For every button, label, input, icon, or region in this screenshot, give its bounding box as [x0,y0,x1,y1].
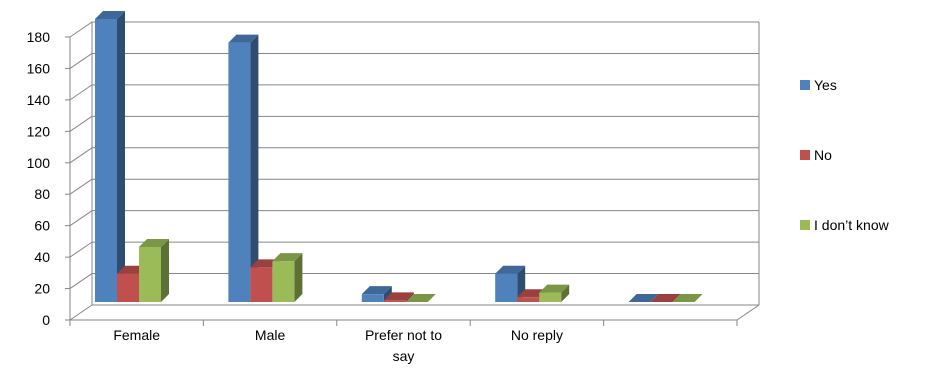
bar-front [250,267,273,302]
bar-front [383,300,406,302]
legend-swatch [800,80,810,90]
gridlines [69,21,760,321]
gridline-side [69,53,93,69]
legend-item: No [800,146,832,164]
y-tick-label: 80 [34,186,50,202]
bar-top [672,294,703,302]
gridline-side [69,178,93,195]
bar-side [250,34,259,302]
bar-no [650,294,681,302]
bar-side [117,11,125,302]
bar-front [495,273,518,302]
gridline-side [69,21,93,38]
gridline-side [69,84,93,101]
legend-label: I don’t know [814,217,889,233]
y-tick-label: 160 [27,60,51,76]
bar-yes [361,286,392,302]
bar-front [95,19,117,302]
bar-i-don-t-know [405,294,436,302]
bar-top [139,238,169,247]
y-tick-label: 120 [27,123,51,139]
axes [65,36,760,326]
y-tick-label: 40 [34,249,50,265]
bar-front [228,42,251,302]
legend-swatch [800,150,810,160]
gridline-side [69,273,93,289]
legend-item: Yes [800,76,837,94]
bar-front [117,273,139,302]
bar-i-don-t-know [272,253,303,302]
bar-top [539,284,570,293]
bar-front [539,292,562,302]
bar-front [272,261,295,302]
legend-swatch [800,220,810,230]
x-tick-label: Male [255,327,286,343]
bar-no [383,292,414,302]
bar-top [650,294,681,302]
bar-top [228,34,259,43]
bar-side [383,286,392,302]
bar-i-don-t-know [672,294,703,302]
bar-side [405,292,414,302]
bar-i-don-t-know [539,284,570,302]
bar-yes [95,11,125,302]
bar-top [495,265,526,274]
bar-top [383,292,414,301]
y-tick-label: 140 [27,92,51,108]
bar-yes [628,294,659,302]
x-tick-label: Female [113,327,160,343]
bar-top [361,286,392,295]
bar-side [161,238,169,302]
y-tick-label: 0 [42,312,50,328]
bar-top [405,294,436,302]
bar-yes [228,34,259,302]
y-tick-label: 180 [27,29,51,45]
bar-front [361,294,384,302]
gridline-side [69,210,93,227]
bar-top [628,294,659,302]
bar-front [139,246,161,302]
floor-right-edge [736,304,760,321]
bar-i-don-t-know [139,238,169,302]
gridline-side [69,241,93,258]
x-tick-label: say [393,348,415,364]
gridline-side [69,147,93,164]
y-tick-label: 60 [34,218,50,234]
gridline-side [69,304,93,321]
legend-item: I don’t know [800,216,889,234]
gridline-side [69,115,93,132]
y-tick-label: 20 [34,281,50,297]
x-tick-label: No reply [511,327,563,343]
bar-top [272,253,303,262]
x-tick-label: Prefer not to [365,327,442,343]
legend-label: No [814,147,832,163]
bars [95,11,703,302]
bar-top [95,11,125,19]
y-tick-label: 100 [27,155,51,171]
bar-side [294,253,303,302]
bar-side [561,284,570,302]
legend-label: Yes [814,77,837,93]
labels: 0 20 40 60 80 100 120 140 160 180 Female Male Prefer… [27,29,563,364]
bar-front [517,297,540,302]
